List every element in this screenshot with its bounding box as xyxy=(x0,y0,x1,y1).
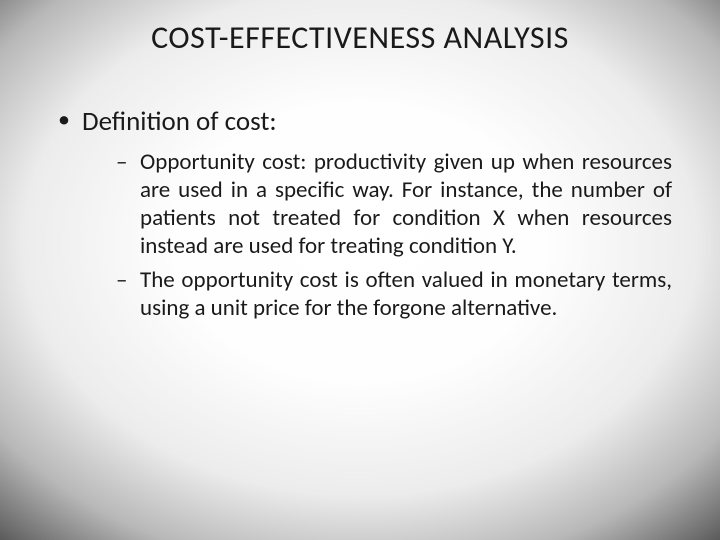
level2-text: Opportunity cost: productivity given up … xyxy=(140,148,672,260)
bullet-list-level2: Opportunity cost: productivity given up … xyxy=(82,148,672,322)
slide: COST-EFFECTIVENESS ANALYSIS Definition o… xyxy=(0,0,720,540)
slide-title: COST-EFFECTIVENESS ANALYSIS xyxy=(48,18,672,57)
list-item: Opportunity cost: productivity given up … xyxy=(116,148,672,260)
level1-text: Definition of cost: xyxy=(82,105,277,138)
bullet-list-level1: Definition of cost: Opportunity cost: pr… xyxy=(48,105,672,322)
level2-text: The opportunity cost is often valued in … xyxy=(140,266,672,322)
list-item: Definition of cost: Opportunity cost: pr… xyxy=(56,105,672,322)
list-item: The opportunity cost is often valued in … xyxy=(116,266,672,322)
